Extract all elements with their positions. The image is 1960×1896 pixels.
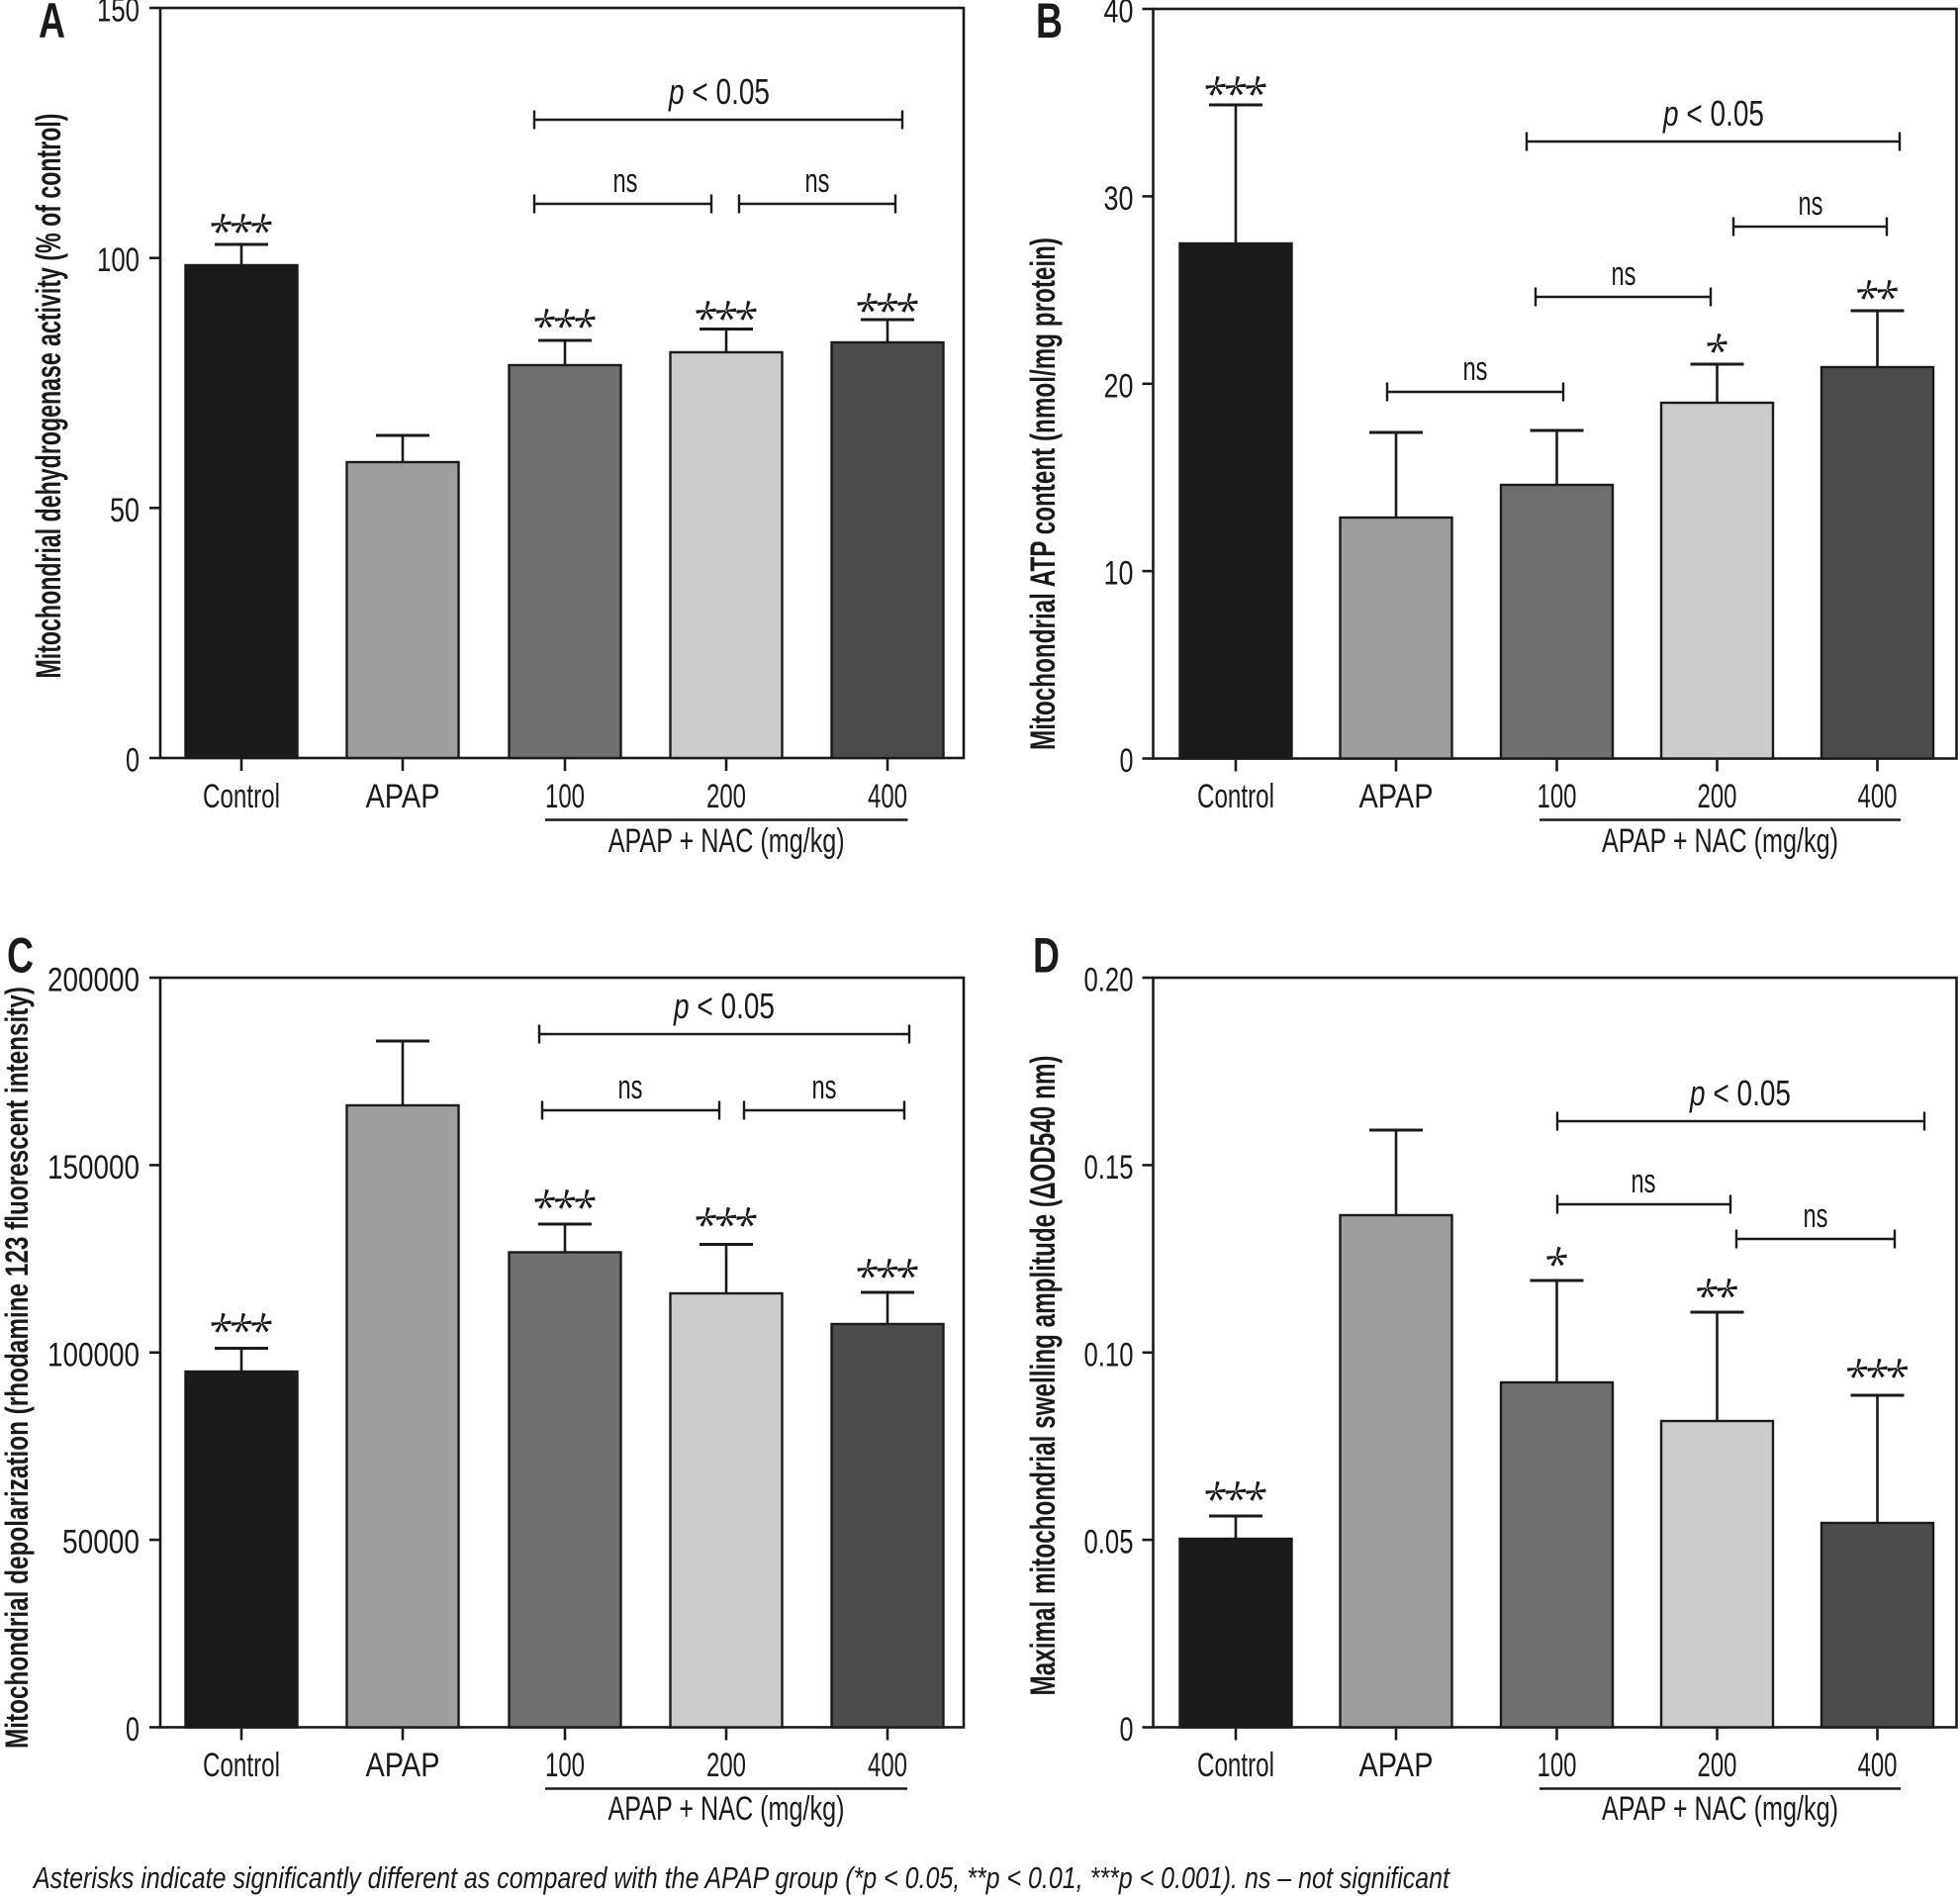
svg-text:100: 100 (1538, 778, 1577, 815)
svg-text:100000: 100000 (47, 1336, 140, 1374)
svg-text:400: 400 (868, 1747, 907, 1784)
svg-text:400: 400 (1858, 778, 1898, 815)
svg-text:20: 20 (1104, 367, 1134, 405)
svg-text:APAP: APAP (366, 778, 440, 815)
svg-text:ns: ns (1612, 255, 1636, 293)
svg-text:0.10: 0.10 (1084, 1336, 1134, 1374)
svg-text:B: B (1036, 0, 1063, 48)
svg-text:APAP + NAC (mg/kg): APAP + NAC (mg/kg) (608, 1790, 845, 1828)
svg-text:ns: ns (1463, 350, 1488, 388)
svg-text:200: 200 (1698, 1747, 1737, 1784)
svg-text:200: 200 (706, 778, 746, 815)
svg-text:200: 200 (706, 1747, 746, 1784)
svg-text:ns: ns (618, 1069, 643, 1106)
svg-text:APAP: APAP (1359, 778, 1434, 815)
svg-text:30: 30 (1104, 180, 1134, 218)
svg-text:APAP: APAP (1359, 1747, 1434, 1784)
svg-text:APAP: APAP (366, 1747, 440, 1784)
svg-text:Control: Control (1197, 778, 1274, 815)
svg-text:Asterisks indicate significant: Asterisks indicate significantly differe… (32, 1860, 1450, 1895)
svg-text:Mitochondrial dehydrogenase ac: Mitochondrial dehydrogenase activity (% … (30, 114, 68, 679)
svg-text:0.20: 0.20 (1084, 962, 1134, 999)
svg-text:200: 200 (1698, 778, 1737, 815)
svg-text:Control: Control (203, 778, 280, 815)
svg-text:0: 0 (126, 1711, 140, 1749)
svg-text:100: 100 (97, 241, 140, 279)
svg-text:Mitochondrial depolarization (: Mitochondrial depolarization (rhodamine … (0, 987, 35, 1749)
svg-text:ns: ns (812, 1069, 837, 1106)
svg-text:100: 100 (545, 778, 585, 815)
svg-text:ns: ns (1799, 185, 1823, 223)
svg-text:p < 0.05: p < 0.05 (668, 71, 770, 112)
svg-text:0.15: 0.15 (1084, 1149, 1134, 1186)
svg-text:ns: ns (613, 162, 638, 200)
svg-text:150000: 150000 (47, 1149, 140, 1186)
svg-text:Control: Control (203, 1747, 280, 1784)
svg-text:50: 50 (110, 492, 140, 529)
svg-text:150: 150 (97, 0, 140, 30)
svg-text:100: 100 (545, 1747, 585, 1784)
svg-text:0.05: 0.05 (1084, 1524, 1134, 1562)
svg-text:400: 400 (1858, 1747, 1898, 1784)
svg-text:200000: 200000 (47, 962, 140, 999)
svg-text:ns: ns (1632, 1163, 1656, 1200)
svg-text:p < 0.05: p < 0.05 (1689, 1073, 1791, 1113)
svg-text:Maximal mitochondrial swelling: Maximal mitochondrial swelling amplitude… (1024, 1056, 1063, 1696)
svg-text:APAP + NAC (mg/kg): APAP + NAC (mg/kg) (1602, 1790, 1838, 1828)
svg-text:APAP + NAC (mg/kg): APAP + NAC (mg/kg) (608, 822, 845, 860)
svg-text:APAP + NAC (mg/kg): APAP + NAC (mg/kg) (1602, 822, 1838, 860)
svg-text:C: C (7, 928, 34, 984)
svg-text:0: 0 (1120, 742, 1134, 780)
svg-text:Mitochondrial ATP content (nmo: Mitochondrial ATP content (nmol/mg prote… (1024, 237, 1063, 750)
svg-text:400: 400 (868, 778, 907, 815)
svg-text:A: A (39, 0, 65, 48)
svg-text:0: 0 (126, 742, 140, 780)
svg-text:p < 0.05: p < 0.05 (1662, 93, 1764, 134)
svg-text:ns: ns (805, 162, 830, 200)
svg-text:ns: ns (1804, 1197, 1828, 1235)
svg-text:0: 0 (1120, 1711, 1134, 1749)
svg-text:100: 100 (1538, 1747, 1577, 1784)
svg-text:50000: 50000 (62, 1524, 140, 1562)
svg-text:D: D (1033, 928, 1060, 984)
svg-text:40: 40 (1104, 0, 1134, 31)
svg-text:Control: Control (1197, 1747, 1274, 1784)
svg-text:p < 0.05: p < 0.05 (673, 986, 775, 1026)
svg-text:10: 10 (1104, 555, 1134, 593)
